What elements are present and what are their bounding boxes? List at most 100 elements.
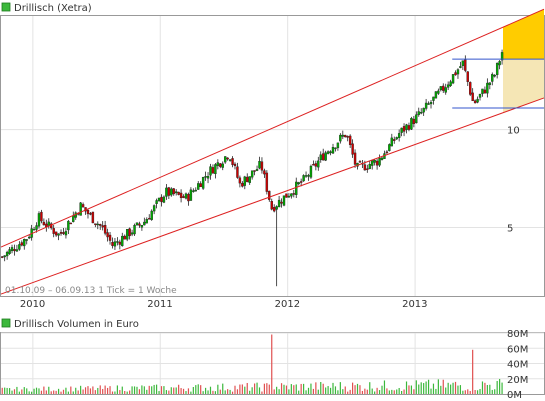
candle-body	[339, 134, 342, 142]
candle-body	[226, 157, 229, 160]
volume-bar	[401, 390, 403, 394]
volume-bar	[126, 391, 128, 394]
volume-bar	[410, 385, 413, 394]
volume-bar	[38, 388, 40, 394]
volume-bar	[479, 388, 481, 394]
candle-body	[444, 87, 447, 93]
candle-body	[336, 142, 340, 149]
volume-bar	[374, 391, 376, 394]
volume-bar	[50, 391, 52, 394]
candle-body	[40, 211, 43, 222]
candle-body	[197, 183, 200, 190]
candle-body	[8, 249, 11, 254]
volume-bar	[261, 391, 263, 394]
volume-bar	[222, 383, 224, 394]
volume-bar	[55, 390, 57, 394]
price-y-tick-label: 10	[507, 126, 520, 137]
volume-bar	[435, 388, 437, 394]
candle-body	[201, 177, 205, 189]
volume-bar	[163, 386, 165, 394]
candle-body	[27, 236, 31, 239]
volume-bar	[43, 386, 45, 394]
volume-bar	[501, 382, 503, 394]
volume-bar	[256, 382, 258, 394]
volume-bar	[423, 383, 425, 394]
candle-body	[410, 118, 413, 130]
volume-bars	[1, 334, 503, 394]
volume-bar	[484, 382, 486, 394]
volume-bar	[332, 382, 334, 394]
candle-body	[375, 160, 379, 166]
volume-bar	[266, 383, 268, 394]
volume-bar	[77, 390, 79, 394]
x-tick-label: 2010	[20, 299, 45, 310]
volume-bar	[204, 387, 207, 394]
candle-body	[231, 158, 234, 165]
volume-bar	[298, 390, 300, 394]
volume-bar	[481, 381, 484, 394]
volume-bar	[246, 382, 248, 394]
volume-bar	[21, 389, 23, 394]
candle-body	[253, 170, 256, 172]
candle-body	[3, 255, 6, 258]
volume-bar	[187, 388, 190, 394]
candle-body	[258, 161, 261, 169]
volume-bar	[45, 390, 47, 394]
candle-body	[125, 229, 129, 240]
candle-body	[241, 182, 244, 187]
volume-bar	[393, 390, 395, 394]
candle-body	[99, 224, 102, 226]
candle-body	[57, 233, 60, 236]
candle-body	[103, 225, 107, 234]
candle-body	[476, 98, 479, 103]
volume-bar	[207, 390, 209, 394]
volume-bar	[99, 385, 101, 394]
volume-bar	[285, 385, 288, 394]
volume-bar	[268, 384, 270, 394]
candle-body	[424, 102, 428, 109]
candle-body	[214, 164, 217, 175]
candle-body	[59, 232, 63, 234]
volume-bar	[420, 382, 422, 394]
volume-bar	[80, 385, 82, 394]
x-tick-label: 2013	[402, 299, 427, 310]
volume-bar	[258, 387, 261, 394]
volume-bar	[499, 378, 501, 394]
volume-bar	[474, 390, 476, 394]
candle-body	[238, 177, 242, 184]
volume-bar	[227, 389, 229, 394]
candle-body	[407, 125, 411, 130]
candle-body	[473, 100, 477, 104]
volume-bar	[170, 387, 172, 394]
volume-bar	[16, 386, 18, 394]
candle-body	[148, 218, 151, 220]
candle-body	[160, 196, 163, 203]
period-info: 01.10.09 – 06.09.13 1 Tick = 1 Woche	[5, 286, 177, 296]
candle-body	[471, 92, 474, 102]
volume-bar	[317, 389, 319, 394]
candle-body	[255, 169, 259, 171]
volume-bar	[396, 389, 398, 394]
candle-body	[209, 166, 212, 176]
candle-body	[121, 235, 124, 247]
candle-body	[353, 152, 357, 165]
volume-bar	[4, 387, 6, 394]
volume-bar	[155, 384, 158, 394]
volume-bar	[334, 386, 337, 394]
candle-body	[72, 215, 75, 222]
volume-bar	[23, 387, 25, 394]
volume-bar	[121, 386, 123, 394]
candle-body	[302, 175, 305, 182]
candle-body	[177, 191, 180, 195]
candle-body	[331, 147, 335, 154]
candle-body	[344, 134, 347, 138]
volume-bar	[143, 386, 145, 394]
candle-body	[427, 103, 430, 105]
candle-body	[216, 162, 220, 167]
candle-body	[341, 134, 345, 137]
volume-bar	[278, 389, 280, 394]
volume-bar	[13, 389, 16, 394]
candle-body	[322, 153, 325, 161]
volume-bar	[293, 385, 295, 394]
volume-bar	[94, 390, 96, 394]
